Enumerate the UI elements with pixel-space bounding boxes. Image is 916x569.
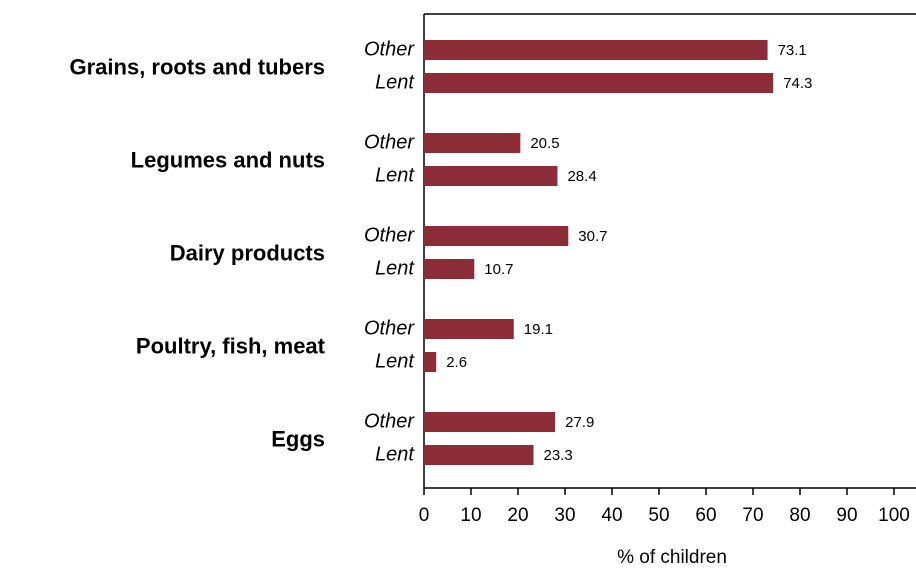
- category-label: Eggs: [271, 426, 325, 451]
- series-label: Lent: [375, 257, 415, 279]
- value-label: 2.6: [446, 354, 467, 371]
- x-tick-label: 90: [836, 505, 857, 526]
- value-label: 27.9: [565, 414, 594, 431]
- category-label: Dairy products: [170, 240, 325, 265]
- series-label: Other: [364, 131, 415, 153]
- bar: [424, 259, 475, 279]
- x-tick-label: 80: [789, 505, 810, 526]
- bar: [424, 73, 774, 93]
- category-label: Grains, roots and tubers: [70, 54, 326, 79]
- bar: [424, 352, 437, 372]
- x-tick-label: 40: [601, 505, 622, 526]
- x-tick-label: 10: [460, 505, 481, 526]
- bar: [424, 319, 514, 339]
- series-label: Lent: [375, 164, 415, 186]
- value-label: 23.3: [544, 447, 573, 464]
- series-label: Other: [364, 38, 415, 60]
- bar: [424, 40, 768, 60]
- series-label: Other: [364, 224, 415, 246]
- category-label: Poultry, fish, meat: [136, 333, 326, 358]
- bar: [424, 445, 534, 465]
- x-tick-label: 60: [695, 505, 716, 526]
- x-tick-label: 100: [878, 505, 910, 526]
- series-label: Other: [364, 410, 415, 432]
- bar: [424, 226, 569, 246]
- value-label: 20.5: [530, 135, 559, 152]
- value-label: 10.7: [484, 261, 513, 278]
- value-label: 28.4: [567, 168, 596, 185]
- value-label: 74.3: [783, 75, 812, 92]
- bar: [424, 412, 556, 432]
- x-tick-label: 0: [419, 505, 430, 526]
- x-tick-label: 50: [648, 505, 669, 526]
- x-axis-title: % of children: [617, 547, 727, 568]
- x-tick-label: 30: [554, 505, 575, 526]
- series-label: Lent: [375, 350, 415, 372]
- x-tick-label: 20: [507, 505, 528, 526]
- x-tick-label: 70: [742, 505, 763, 526]
- bar: [424, 133, 521, 153]
- category-label: Legumes and nuts: [131, 147, 325, 172]
- value-label: 73.1: [778, 42, 807, 59]
- series-label: Lent: [375, 71, 415, 93]
- series-label: Lent: [375, 443, 415, 465]
- bar: [424, 166, 558, 186]
- series-label: Other: [364, 317, 415, 339]
- value-label: 19.1: [524, 321, 553, 338]
- value-label: 30.7: [578, 228, 607, 245]
